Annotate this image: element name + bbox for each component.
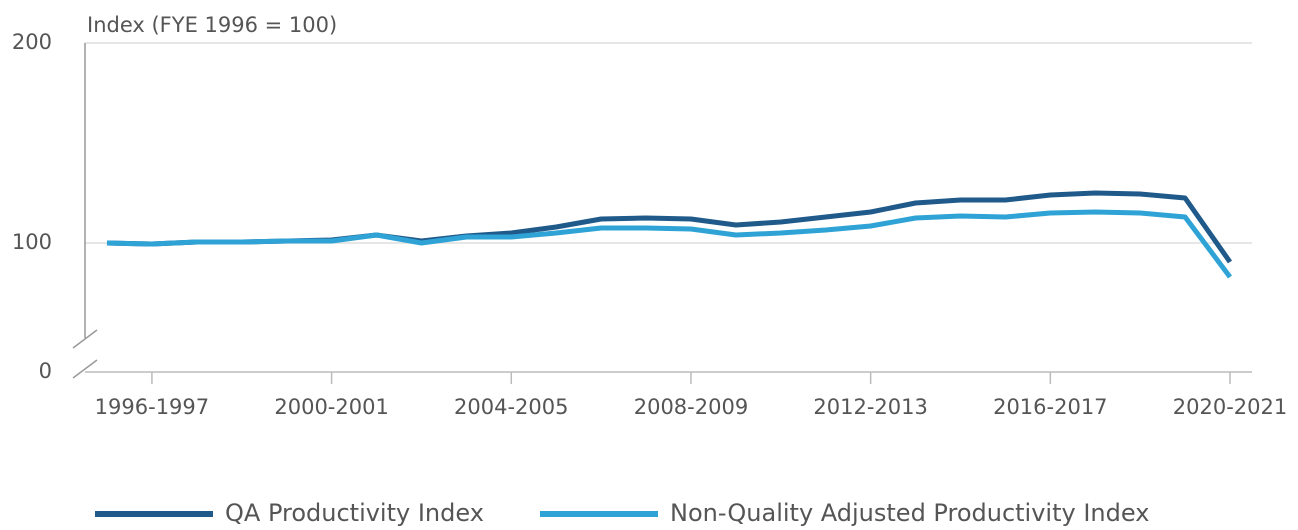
x-tick-label: 2008-2009 bbox=[634, 395, 748, 419]
x-tick-label: 2000-2001 bbox=[274, 395, 388, 419]
axis-break bbox=[72, 359, 98, 379]
y-tick-label: 200 bbox=[12, 30, 52, 54]
x-tick-label: 2016-2017 bbox=[993, 395, 1107, 419]
x-tick-label: 2004-2005 bbox=[454, 395, 568, 419]
x-tick-label: 2020-2021 bbox=[1173, 395, 1287, 419]
axis-break bbox=[72, 329, 98, 349]
y-tick-label: 100 bbox=[12, 230, 52, 254]
legend-label: QA Productivity Index bbox=[225, 499, 484, 527]
y-tick-label: 0 bbox=[39, 359, 52, 383]
y-axis-label: Index (FYE 1996 = 100) bbox=[87, 13, 337, 37]
x-tick-label: 2012-2013 bbox=[813, 395, 927, 419]
legend-label: Non-Quality Adjusted Productivity Index bbox=[670, 499, 1149, 527]
x-tick-label: 1996-1997 bbox=[95, 395, 209, 419]
series-line bbox=[106, 209, 1233, 279]
